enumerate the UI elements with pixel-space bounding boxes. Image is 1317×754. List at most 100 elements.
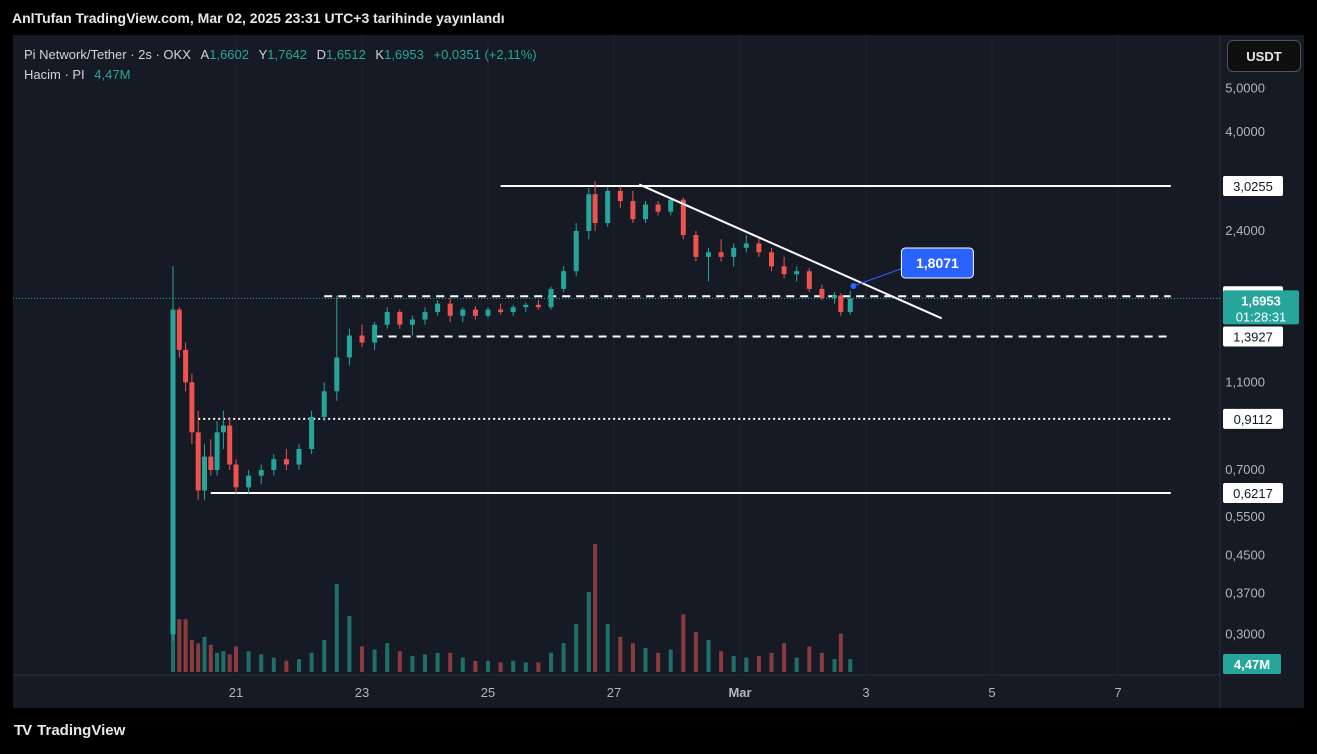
candle-body xyxy=(693,235,699,257)
candle-body xyxy=(573,230,579,272)
candle-body xyxy=(769,252,774,267)
candle-body xyxy=(498,309,504,313)
y-tick-label: 4,0000 xyxy=(1225,124,1265,139)
candle-body xyxy=(617,190,623,202)
volume-bar xyxy=(360,646,364,672)
candle-body xyxy=(706,252,711,257)
volume-bar xyxy=(215,652,220,672)
volume-bar xyxy=(284,660,289,672)
y-tick-label: 0,3700 xyxy=(1225,586,1265,601)
x-tick-label: 3 xyxy=(862,685,869,700)
volume-bar xyxy=(794,657,799,672)
volume-bar xyxy=(435,652,440,672)
volume-row: Hacim · PI 4,47M xyxy=(24,65,537,85)
y-tick-label: 0,3000 xyxy=(1225,626,1265,641)
symbol-label[interactable]: Pi Network/Tether · 2s · OKX xyxy=(24,47,191,62)
volume-bar xyxy=(234,646,238,672)
candle-body xyxy=(435,303,441,313)
volume-bar xyxy=(246,651,251,672)
candle-body xyxy=(176,309,182,350)
volume-bar xyxy=(271,657,276,672)
volume-bar xyxy=(297,659,301,672)
current-price-label: 1,6953 xyxy=(1241,293,1281,308)
open-value: 1,6602 xyxy=(209,47,249,62)
y-tick-label: 0,7000 xyxy=(1225,462,1265,477)
candle-body xyxy=(794,271,800,275)
candle-body xyxy=(233,464,239,488)
volume-bar xyxy=(706,640,711,672)
x-tick-label: 27 xyxy=(607,685,621,700)
volume-bar xyxy=(486,660,490,672)
candle-body xyxy=(586,194,592,231)
volume-bar xyxy=(410,656,415,672)
candle-body xyxy=(227,425,233,465)
volume-bar xyxy=(782,643,787,672)
candle-body xyxy=(189,382,195,433)
candle-body xyxy=(630,201,636,220)
candle-body xyxy=(718,252,724,257)
volume-bar xyxy=(574,624,579,672)
callout-point xyxy=(850,282,857,289)
volume-bar xyxy=(848,659,853,672)
candle-body xyxy=(296,448,302,465)
volume-badge-label: 4,47M xyxy=(1234,657,1270,672)
volume-bar xyxy=(189,640,194,672)
volume-bar xyxy=(227,654,232,672)
level-price-box xyxy=(1223,483,1283,503)
level-price-label: 0,9112 xyxy=(1234,412,1273,427)
candle-body xyxy=(422,312,428,320)
tradingview-footer[interactable]: TV TradingView xyxy=(14,722,125,739)
volume-bar xyxy=(221,651,226,672)
chart-legend: Pi Network/Tether · 2s · OKX A1,6602 Y1,… xyxy=(24,45,537,85)
level-price-box xyxy=(1223,176,1283,196)
candle-body xyxy=(195,432,201,491)
candle-body xyxy=(838,295,844,313)
chart-panel[interactable]: 5,0000 4,0000 2,4000 1,1000 0,7000 0,5500 0,45… xyxy=(13,35,1304,708)
x-tick-label: Mar xyxy=(728,685,751,700)
volume-bar xyxy=(832,659,837,672)
change-value: +0,0351 (+2,11%) xyxy=(433,47,537,62)
candle-body xyxy=(847,298,853,313)
candle-body xyxy=(409,319,415,325)
volume-bar xyxy=(838,633,843,672)
candle-body xyxy=(731,247,737,257)
volume-label[interactable]: Hacim · PI xyxy=(24,67,85,82)
candle-body xyxy=(806,271,812,289)
candle-body xyxy=(346,335,352,358)
volume-bar xyxy=(769,652,774,672)
level-price-box xyxy=(1223,408,1283,429)
volume-bar xyxy=(498,662,503,672)
volume-bar xyxy=(523,662,528,672)
volume-bar xyxy=(347,616,352,672)
bar-countdown-label: 01:28:31 xyxy=(1236,309,1287,324)
candle-body xyxy=(460,309,466,316)
candle-body xyxy=(643,204,648,220)
candle-body xyxy=(202,456,207,491)
x-tick-label: 7 xyxy=(1114,685,1121,700)
candle-body xyxy=(485,309,491,316)
candle-body xyxy=(819,288,825,298)
volume-bar xyxy=(744,657,749,672)
level-price-label: 0,6217 xyxy=(1233,486,1273,501)
volume-bar xyxy=(183,619,188,672)
candle-body xyxy=(832,295,837,298)
current-price-badge xyxy=(1223,290,1299,325)
callout-label: 1,8071 xyxy=(916,255,959,271)
candle-body xyxy=(246,475,252,488)
candle-body xyxy=(208,456,214,470)
candle-body xyxy=(680,199,686,236)
candle-body xyxy=(170,309,176,635)
currency-button[interactable]: USDT xyxy=(1227,40,1301,72)
candle-body xyxy=(283,459,289,465)
volume-value: 4,47M xyxy=(94,67,131,82)
candle-body xyxy=(535,304,541,308)
candle-body xyxy=(472,309,478,316)
low-value: 1,6512 xyxy=(326,47,366,62)
candle-body xyxy=(592,194,598,224)
x-tick-label: 25 xyxy=(481,685,495,700)
price-chart[interactable]: 5,0000 4,0000 2,4000 1,1000 0,7000 0,5500 0,45… xyxy=(13,35,1304,708)
candle-body xyxy=(258,469,264,476)
volume-bar xyxy=(322,640,327,672)
trendline xyxy=(638,183,943,320)
volume-bar xyxy=(693,632,698,672)
